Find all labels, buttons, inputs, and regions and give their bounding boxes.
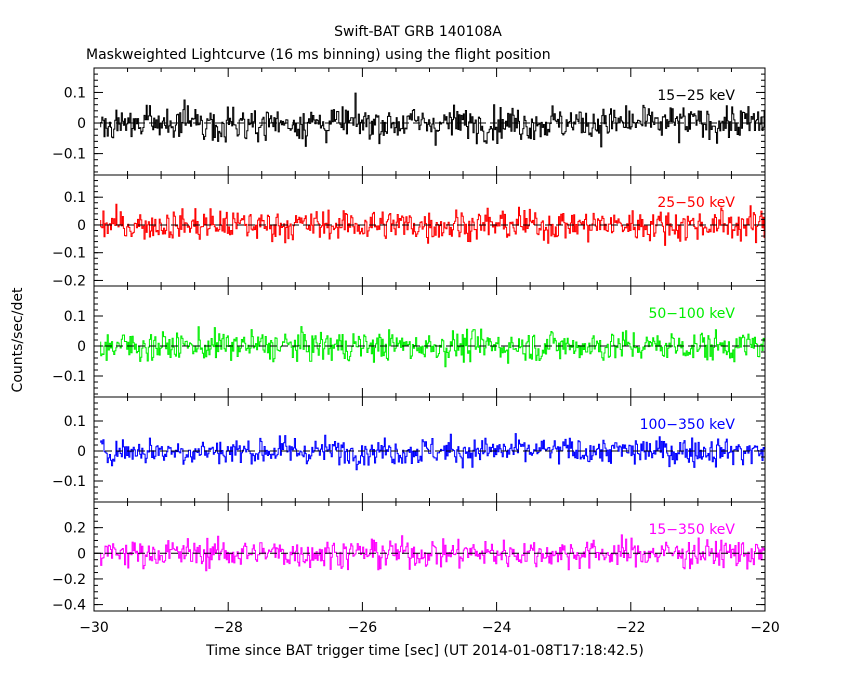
panel-50-100-kev: 0.1 0 −0.1 50−100 keV	[52, 285, 766, 398]
y-tick-label: 0	[77, 218, 86, 234]
x-tick-label: −24	[482, 620, 512, 636]
x-tick-label: −28	[213, 620, 243, 636]
y-tick-label: 0.1	[64, 190, 86, 206]
lightcurve-series	[100, 203, 765, 246]
band-label: 100−350 keV	[640, 417, 736, 433]
y-axis-label: Counts/sec/det	[10, 287, 26, 392]
y-tick-label: −0.1	[52, 369, 86, 385]
y-tick-label: 0	[77, 546, 86, 562]
lightcurve-series	[100, 433, 765, 471]
y-tick-label: −0.1	[52, 474, 86, 490]
y-tick-label: −0.2	[52, 273, 86, 289]
y-tick-label: 0.1	[64, 309, 86, 325]
band-label: 25−50 keV	[657, 195, 735, 211]
y-tick-label: 0	[77, 444, 86, 460]
chart-title: Swift-BAT GRB 140108A	[334, 24, 502, 40]
y-tick-label: 0	[77, 339, 86, 355]
lightcurve-series	[100, 326, 765, 368]
panel-25-50-kev: 0.1 0 −0.1 −0.2 25−50 keV	[52, 174, 766, 289]
y-tick-label: −0.4	[52, 598, 86, 614]
y-tick-label: 0.1	[64, 414, 86, 430]
y-tick-label: −0.2	[52, 572, 86, 588]
chart-subtitle: Maskweighted Lightcurve (16 ms binning) …	[86, 47, 551, 63]
panel-15-350-kev: 0.2 0 −0.2 −0.4 15−350 keV	[52, 501, 766, 614]
x-tick-label: −20	[750, 620, 780, 636]
x-tick-label: −30	[79, 620, 109, 636]
panel-frame	[93, 174, 766, 287]
x-tick-label: −22	[616, 620, 646, 636]
panel-100-350-kev: 0.1 0 −0.1 100−350 keV	[52, 396, 766, 503]
y-tick-label: 0	[77, 116, 86, 132]
y-tick-label: −0.1	[52, 147, 86, 163]
x-tick-label: −26	[348, 620, 378, 636]
y-tick-label: 0.1	[64, 85, 86, 101]
x-axis-label: Time since BAT trigger time [sec] (UT 20…	[205, 643, 644, 659]
y-tick-label: 0.2	[64, 521, 86, 537]
lightcurve-series	[100, 92, 765, 148]
lightcurve-series	[100, 534, 765, 572]
band-label: 50−100 keV	[648, 306, 735, 322]
band-label: 15−350 keV	[648, 522, 735, 538]
band-label: 15−25 keV	[657, 88, 735, 104]
y-tick-label: −0.1	[52, 246, 86, 262]
panel-15-25-kev: 0.1 0 −0.1 15−25 keV	[52, 67, 766, 176]
